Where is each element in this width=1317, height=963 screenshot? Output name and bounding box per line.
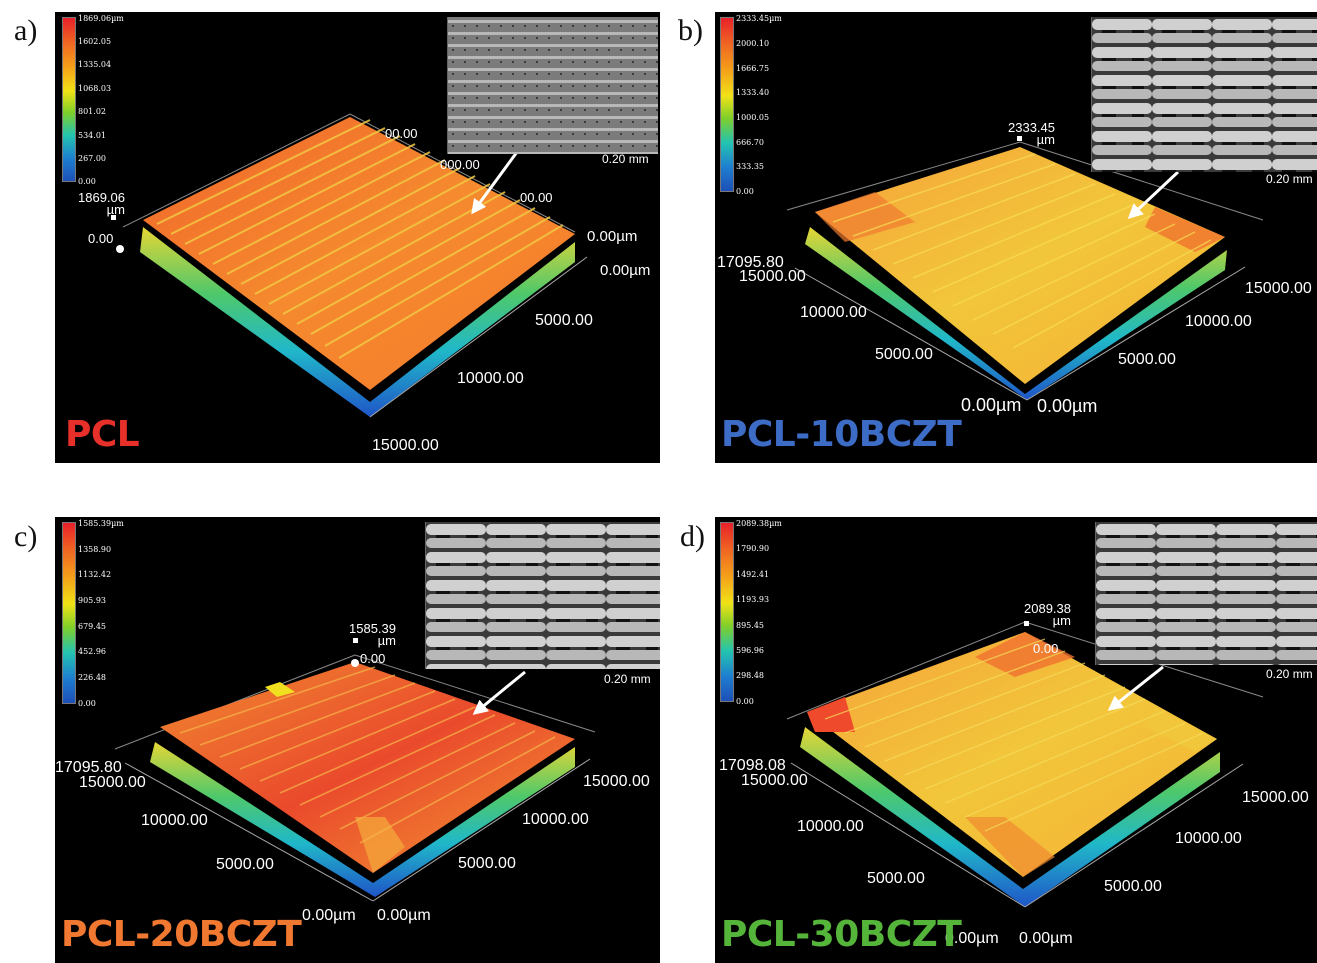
panel-a-pcl: 1869.06µm 1602.05 1335.04 1068.03 801.02…	[55, 12, 660, 463]
micrograph-inset-a	[447, 17, 658, 154]
sample-name-b: PCL-10BCZT	[721, 414, 962, 455]
axis-label-d-left-2: 10000.00	[797, 818, 864, 835]
surface-plot-a	[111, 113, 588, 418]
z-max-label-d: 2089.38 µm	[1024, 601, 1071, 628]
axis-label-c-left-2: 10000.00	[141, 812, 208, 829]
axis-label-b-origin-right: 0.00µm	[1037, 396, 1098, 416]
arrow-indicator	[471, 151, 519, 215]
panel-c-pcl-20bczt: 1585.39µm 1358.90 1132.42 905.93 679.45 …	[55, 517, 660, 963]
axis-label-d-left-1: 15000.00	[741, 772, 808, 789]
z-zero-label-d: 0.00	[1033, 641, 1059, 656]
sample-name-c: PCL-20BCZT	[61, 914, 302, 955]
micrograph-inset-c	[425, 522, 660, 669]
colorbar-a	[62, 17, 76, 182]
colorbar-b	[720, 17, 734, 192]
axis-label-b-left-2: 10000.00	[800, 304, 867, 321]
partial-label-2: 000.00	[440, 157, 480, 172]
axis-label-b-right-3: 5000.00	[1118, 351, 1176, 368]
micrograph-inset-b	[1091, 17, 1317, 172]
z-max-label-a: 1869.06 µm	[78, 190, 125, 217]
axis-label-c-right-3: 5000.00	[458, 855, 516, 872]
surface-plot-d	[786, 621, 1264, 908]
axis-label-a-right-mid: 5000.00	[535, 312, 593, 329]
axis-label-d-right-2: 10000.00	[1175, 830, 1242, 847]
panel-b-pcl-10bczt: 2333.45µm 2000.10 1666.75 1333.40 1000.0…	[715, 12, 1317, 463]
panel-label-b: b)	[678, 14, 703, 47]
axis-label-b-left-top: 17095.80	[717, 254, 784, 271]
sample-name-a: PCL	[65, 414, 140, 455]
axis-label-b-origin-left: 0.00µm	[961, 395, 1022, 415]
panel-label-d: d)	[680, 520, 705, 553]
axis-label-c-left-1: 15000.00	[79, 774, 146, 791]
axis-label-c-origin-left: 0.00µm	[302, 907, 356, 924]
z-max-label-b: 2333.45 µm	[1008, 120, 1055, 147]
axis-label-c-left-top: 17095.80	[55, 759, 122, 776]
sample-name-d: PCL-30BCZT	[721, 914, 962, 955]
scale-bar-d: 0.20 mm	[1266, 667, 1313, 681]
axis-label-c-left-3: 5000.00	[216, 856, 274, 873]
surface-plot-b	[786, 136, 1264, 401]
axis-label-b-left-3: 5000.00	[875, 346, 933, 363]
axis-label-d-right-1: 15000.00	[1242, 789, 1309, 806]
axis-label-d-right-3: 5000.00	[1104, 878, 1162, 895]
micrograph-inset-d	[1095, 522, 1317, 665]
colorbar-c	[62, 522, 76, 704]
z-zero-label-c: 0.00	[360, 651, 386, 666]
axis-label-d-left-3: 5000.00	[867, 870, 925, 887]
panel-label-a: a)	[14, 14, 38, 47]
axis-label-a-bottom: 15000.00	[372, 437, 439, 454]
axis-label-c-origin-right: 0.00µm	[377, 907, 431, 924]
surface-plot-c	[114, 638, 596, 902]
axis-label-a-right-second: 0.00µm	[600, 262, 651, 279]
scale-bar-b: 0.20 mm	[1266, 172, 1313, 186]
panel-label-c: c)	[14, 520, 38, 553]
axis-label-a-right-top: 0.00µm	[587, 228, 638, 245]
colorbar-d	[720, 522, 734, 702]
partial-label-3: 00.00	[520, 190, 553, 205]
axis-label-a-right-low: 10000.00	[457, 370, 524, 387]
axis-label-b-left-1: 15000.00	[739, 268, 806, 285]
axis-label-d-origin-left: 0.00µm	[945, 930, 999, 947]
scale-bar-a: 0.20 mm	[602, 152, 649, 166]
panel-d-pcl-30bczt: 2089.38µm 1790.90 1492.41 1193.93 895.45…	[715, 517, 1317, 963]
axis-label-d-origin-right: 0.00µm	[1019, 930, 1073, 947]
z-zero-label-a: 0.00	[88, 231, 114, 246]
z-max-label-c: 1585.39 µm	[349, 621, 396, 648]
axis-label-c-right-1: 15000.00	[583, 773, 650, 790]
axis-label-b-right-1: 15000.00	[1245, 280, 1312, 297]
axis-label-c-right-2: 10000.00	[522, 811, 589, 828]
partial-label-1: 00.00	[385, 126, 418, 141]
scale-bar-c: 0.20 mm	[604, 672, 651, 686]
axis-label-d-left-top: 17098.08	[719, 757, 786, 774]
axis-label-b-right-2: 10000.00	[1185, 313, 1252, 330]
